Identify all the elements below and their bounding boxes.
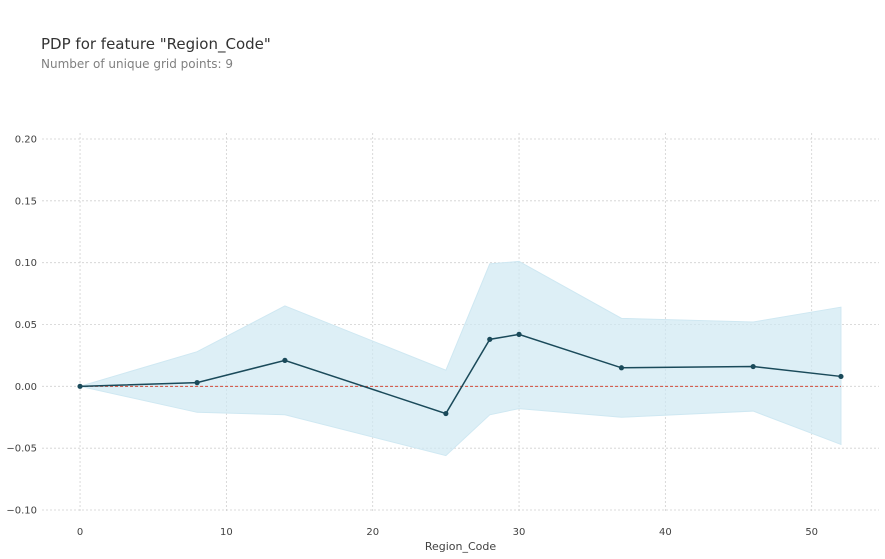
- x-axis-label: Region_Code: [425, 540, 497, 553]
- x-tick-label: 0: [77, 527, 83, 538]
- data-point: [282, 357, 288, 363]
- data-point: [838, 373, 844, 380]
- x-tick-label: 20: [366, 527, 379, 538]
- y-tick-label: −0.05: [6, 444, 37, 455]
- y-tick-label: 0.20: [15, 135, 37, 146]
- y-tick-label: 0.05: [15, 320, 37, 331]
- data-point: [750, 363, 756, 370]
- y-tick-label: 0.15: [15, 196, 37, 207]
- y-tick-label: −0.10: [6, 506, 37, 517]
- data-point: [516, 331, 522, 337]
- data-point: [443, 410, 449, 417]
- data-point: [487, 336, 493, 342]
- chart-title: PDP for feature "Region_Code": [41, 35, 271, 53]
- data-point: [618, 365, 625, 371]
- x-tick-label: 40: [659, 527, 672, 538]
- x-tick-label: 10: [220, 527, 233, 538]
- y-tick-label: 0.10: [15, 258, 37, 269]
- y-tick-label: 0.00: [15, 382, 37, 393]
- x-tick-label: 30: [513, 527, 526, 538]
- confidence-band: [78, 260, 842, 457]
- x-tick-label: 50: [805, 527, 818, 538]
- data-point: [77, 383, 83, 389]
- data-point: [194, 380, 200, 386]
- chart-subtitle: Number of unique grid points: 9: [41, 57, 234, 71]
